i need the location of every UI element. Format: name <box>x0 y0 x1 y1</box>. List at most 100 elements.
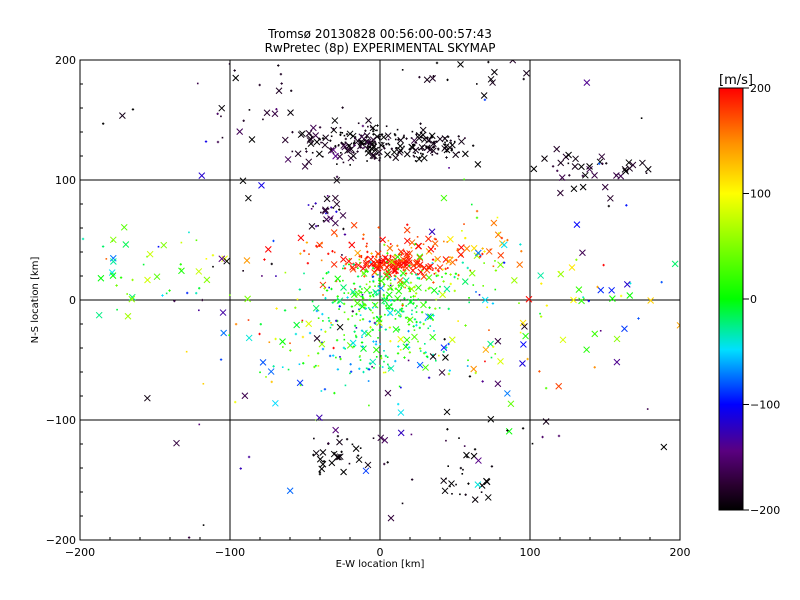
data-point <box>340 142 348 149</box>
data-point <box>505 427 513 435</box>
data-point <box>613 335 621 343</box>
data-point <box>369 280 371 283</box>
grid-lines <box>80 60 680 540</box>
data-point <box>426 356 429 359</box>
data-point <box>349 288 357 296</box>
data-point <box>366 270 369 273</box>
data-point <box>161 294 164 297</box>
data-point <box>464 237 467 239</box>
data-point <box>385 302 393 310</box>
data-point <box>321 137 325 140</box>
data-point <box>397 259 400 261</box>
data-point <box>474 249 482 257</box>
data-point <box>340 284 347 291</box>
data-point <box>392 299 396 302</box>
data-point <box>521 323 528 330</box>
data-point <box>400 259 404 263</box>
data-point <box>315 244 318 248</box>
data-point <box>345 132 349 136</box>
data-point <box>418 143 426 151</box>
data-point <box>242 270 244 272</box>
data-point <box>386 461 389 464</box>
data-point <box>363 286 371 294</box>
data-point <box>319 138 321 141</box>
data-point <box>368 362 372 365</box>
data-point <box>330 322 332 324</box>
data-point <box>313 334 321 342</box>
data-point <box>377 279 381 282</box>
data-point <box>341 106 344 109</box>
data-point <box>390 288 393 291</box>
data-point <box>301 163 309 170</box>
data-point <box>331 301 334 304</box>
data-point <box>340 468 347 476</box>
data-point <box>318 244 321 247</box>
data-point <box>219 309 227 316</box>
y-axis-ticks: −200 −100 0 100 200 <box>46 54 680 547</box>
data-point <box>407 359 410 362</box>
data-point <box>389 156 392 159</box>
data-point <box>380 356 383 360</box>
data-point <box>363 146 365 149</box>
data-point <box>356 454 360 457</box>
data-point <box>411 313 413 316</box>
data-point <box>490 465 494 468</box>
data-point <box>420 154 428 162</box>
data-point <box>387 269 390 272</box>
data-point <box>354 290 362 298</box>
data-point <box>358 308 360 311</box>
data-point <box>415 284 422 292</box>
data-point <box>475 291 477 293</box>
data-point <box>422 352 426 355</box>
data-point <box>305 147 307 150</box>
data-point <box>510 277 518 284</box>
data-point <box>430 140 437 148</box>
data-point <box>203 276 211 284</box>
data-point <box>428 286 432 289</box>
data-point <box>368 320 372 323</box>
data-point <box>380 326 383 328</box>
data-point <box>333 391 336 395</box>
data-point <box>211 254 215 257</box>
data-point <box>310 207 313 210</box>
data-point <box>239 467 242 470</box>
data-point <box>453 275 456 279</box>
data-point <box>343 292 346 294</box>
data-point <box>349 339 357 347</box>
data-point <box>185 350 188 353</box>
data-point <box>542 418 550 425</box>
data-point <box>349 265 357 273</box>
data-point <box>352 445 360 453</box>
data-point <box>425 235 432 243</box>
data-point <box>626 292 634 299</box>
data-point <box>457 244 465 251</box>
data-point <box>401 69 404 71</box>
data-point <box>403 336 411 344</box>
data-point <box>415 324 418 327</box>
data-point <box>357 267 359 270</box>
data-point <box>412 302 415 304</box>
data-point <box>410 433 413 436</box>
data-point <box>413 329 416 331</box>
data-point <box>570 185 578 193</box>
data-point <box>341 254 343 256</box>
data-point <box>320 259 323 262</box>
data-point <box>405 305 408 307</box>
y-axis-label: N-S location [km] <box>30 257 41 344</box>
data-point <box>372 128 375 130</box>
data-point <box>579 249 586 257</box>
data-point <box>297 234 305 242</box>
data-point <box>394 318 397 320</box>
data-point <box>356 275 360 278</box>
data-point <box>411 333 418 341</box>
data-point <box>433 272 436 275</box>
data-point <box>613 358 621 366</box>
data-point <box>294 332 298 336</box>
data-point <box>349 372 351 375</box>
data-point <box>587 299 590 303</box>
data-point <box>359 314 362 316</box>
data-point <box>369 136 377 144</box>
data-point <box>443 338 446 341</box>
data-point <box>444 272 448 275</box>
